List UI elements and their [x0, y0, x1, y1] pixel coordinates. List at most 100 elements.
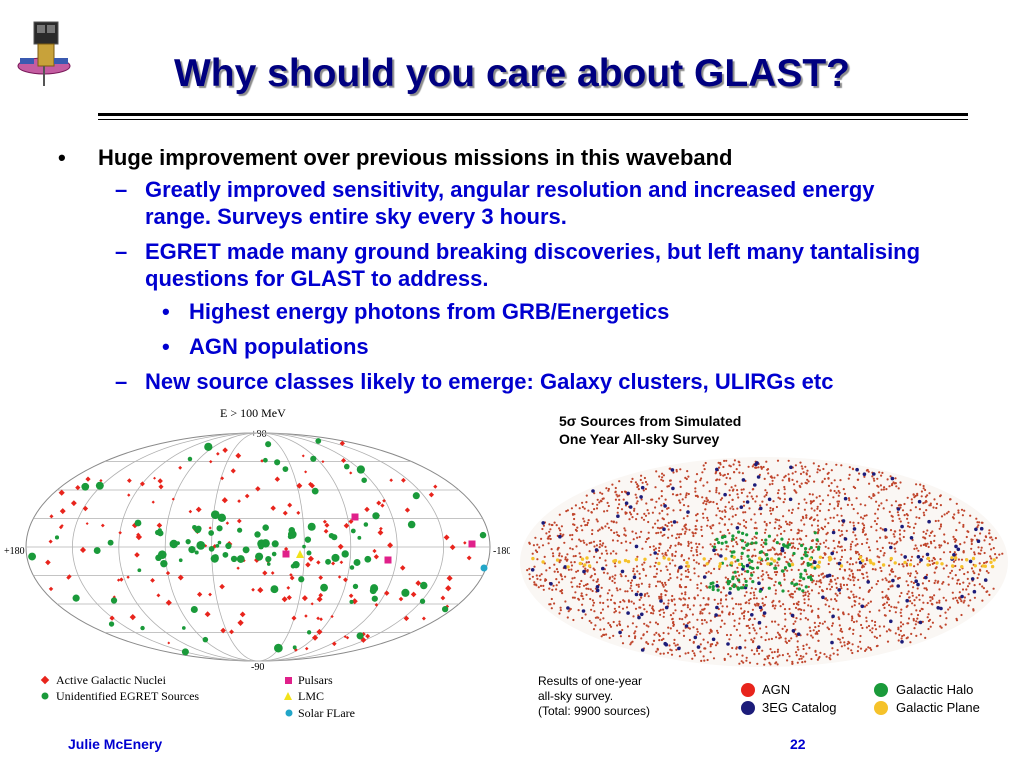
lon-right-label: -180: [493, 546, 510, 557]
agn-source: [305, 562, 311, 568]
agn-source: [463, 541, 467, 545]
agn-source: [262, 570, 268, 576]
unidentified-source: [178, 558, 183, 563]
unidentified-source: [187, 456, 193, 462]
unidentified-source: [288, 527, 296, 534]
agn-source: [58, 489, 65, 496]
agn-source: [58, 525, 63, 530]
pulsar-source: [468, 540, 476, 548]
agn-source: [449, 544, 456, 551]
unidentified-source: [181, 626, 186, 630]
agn-source: [322, 519, 327, 524]
agn-source: [428, 492, 435, 498]
agn-source: [251, 587, 255, 592]
unidentified-source: [204, 442, 213, 451]
unidentified-source: [263, 457, 268, 463]
unidentified-source: [352, 583, 359, 590]
unidentified-source: [185, 539, 191, 545]
agn-source: [270, 571, 275, 575]
egret-sky-map: E > 100 MeV +90 -90 +180 -180 Active Gal…: [4, 406, 510, 720]
unidentified-source: [72, 594, 80, 602]
unidentified-source: [341, 550, 349, 558]
unidentified-source: [190, 605, 198, 614]
agn-source: [85, 522, 89, 526]
agn-source: [445, 585, 452, 592]
agn-source: [341, 457, 347, 464]
agn-source: [384, 590, 390, 596]
agn-source: [220, 476, 225, 481]
legend-item-agn: AGN: [741, 682, 790, 697]
svg-text:Unidentified EGRET Sources: Unidentified EGRET Sources: [56, 689, 199, 703]
legend-item-3eg-catalog: 3EG Catalog: [741, 700, 836, 715]
agn-source: [239, 611, 246, 618]
agn-source: [401, 477, 406, 483]
agn-source: [99, 478, 103, 483]
unidentified-source: [274, 643, 283, 653]
agn-source: [304, 470, 308, 474]
unidentified-source: [237, 527, 243, 533]
agn-source: [372, 548, 377, 554]
agn-source: [282, 510, 288, 516]
bullet-marker: –: [115, 369, 128, 394]
agn-source: [446, 575, 453, 582]
agn-source: [296, 482, 303, 489]
unidentified-source: [274, 459, 281, 466]
agn-source: [316, 560, 321, 565]
lat-top-label: +90: [251, 429, 267, 440]
agn-source: [331, 641, 337, 647]
agn-source: [219, 583, 225, 590]
agn-source: [364, 506, 370, 513]
unidentified-source: [208, 530, 215, 536]
unidentified-source: [356, 465, 365, 474]
agn-source: [230, 468, 236, 474]
unidentified-source: [254, 531, 261, 538]
simulated-sources: [520, 457, 1008, 667]
unidentified-source: [262, 524, 269, 531]
unidentified-source: [412, 492, 420, 500]
unidentified-source: [169, 539, 179, 549]
title-rule: [98, 113, 968, 116]
bullet-1: Huge improvement over previous missions …: [98, 145, 733, 170]
unidentified-source: [420, 581, 428, 590]
agn-source: [389, 478, 394, 483]
unidentified-source: [311, 487, 319, 495]
unidentified-source: [225, 542, 232, 550]
glast-map-title-line2: One Year All-sky Survey: [559, 431, 720, 447]
agn-source: [167, 641, 171, 645]
unidentified-source: [108, 621, 115, 627]
agn-source: [126, 575, 130, 579]
agn-source: [79, 546, 87, 554]
bullet-5: AGN populations: [189, 334, 369, 359]
unidentified-source: [255, 552, 264, 561]
unidentified-source: [271, 551, 277, 557]
pulsar-source: [384, 556, 392, 564]
agn-source: [156, 593, 161, 598]
agn-source: [365, 633, 371, 639]
agn-source: [153, 476, 157, 480]
agn-source: [127, 493, 131, 497]
agn-source: [126, 478, 132, 484]
unidentified-source: [265, 441, 272, 448]
footer-page-number: 22: [790, 736, 806, 752]
lmc-source: [296, 550, 304, 558]
legend-item-galactic-halo: Galactic Halo: [874, 682, 973, 697]
agn-source: [196, 591, 203, 598]
agn-source: [399, 565, 406, 571]
agn-source: [158, 484, 164, 490]
agn-source: [209, 459, 213, 464]
glast-simulated-sky-map: 5σ Sources from Simulated One Year All-s…: [520, 413, 1008, 718]
agn-source: [229, 629, 234, 635]
unidentified-source: [271, 540, 279, 548]
unidentified-source: [157, 528, 162, 533]
unidentified-source: [93, 547, 101, 555]
agn-source: [109, 615, 115, 621]
unidentified-source: [134, 519, 142, 527]
agn-source: [404, 507, 411, 513]
unidentified-source: [216, 525, 223, 532]
agn-source: [291, 615, 297, 621]
legend-item-unidentified: Unidentified EGRET Sources: [41, 689, 199, 703]
agn-source: [156, 522, 163, 529]
agn-source: [373, 554, 379, 560]
unidentified-source: [349, 599, 354, 604]
legend-item-galactic-plane: Galactic Plane: [874, 700, 980, 715]
